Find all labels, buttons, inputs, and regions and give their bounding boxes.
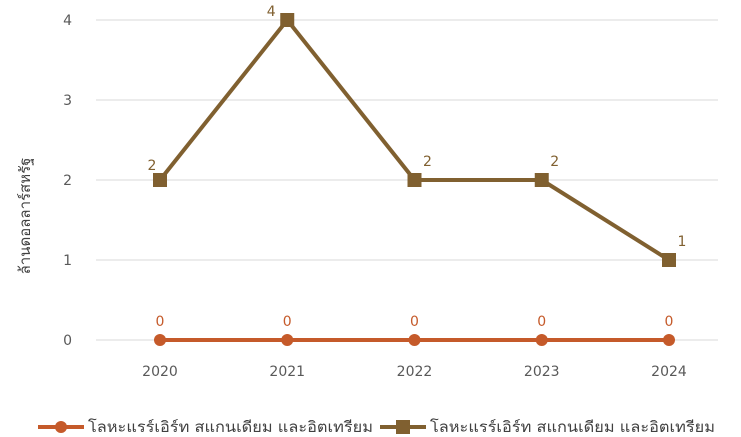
x-tick-label: 2024 <box>651 364 687 380</box>
x-tick-label: 2021 <box>269 364 305 380</box>
y-tick-label: 0 <box>63 333 72 349</box>
data-point <box>535 334 548 346</box>
gridlines <box>96 19 718 341</box>
data-point <box>663 334 675 346</box>
x-tick-label: 2023 <box>524 364 560 380</box>
legend-item-2: โลหะแรร์เอิร์ท สแกนเดียม และอิตเทรียม <box>380 418 715 436</box>
y-tick-label: 1 <box>63 253 72 269</box>
data-point <box>407 173 422 187</box>
y-axis-label: ล้านดอลลาร์สหรัฐ <box>16 158 34 275</box>
data-point <box>662 253 676 267</box>
legend-label: โลหะแรร์เอิร์ท สแกนเดียม และอิตเทรียม <box>88 418 373 436</box>
series-line <box>158 18 671 262</box>
data-point <box>534 173 549 187</box>
legend-item-1: โลหะแรร์เอิร์ท สแกนเดียม และอิตเทรียม <box>38 418 373 436</box>
data-point <box>153 173 167 187</box>
series-2: 2 4 2 2 1 <box>148 4 687 267</box>
y-tick-label: 3 <box>63 93 72 109</box>
data-label: 0 <box>283 314 292 330</box>
data-label: 0 <box>410 314 419 330</box>
x-tick-label: 2022 <box>397 364 433 380</box>
data-point <box>154 334 166 346</box>
x-tick-label: 2020 <box>142 364 178 380</box>
series-layer: 0 0 0 0 0 2 4 2 2 1 <box>148 4 687 346</box>
data-point <box>281 334 294 346</box>
legend-label: โลหะแรร์เอิร์ท สแกนเดียม และอิตเทรียม <box>430 418 715 436</box>
data-label: 0 <box>665 314 674 330</box>
x-axis-ticks: 2020 2021 2022 2023 2024 <box>142 364 687 380</box>
data-label: 2 <box>550 154 559 170</box>
data-label: 2 <box>423 154 432 170</box>
y-tick-label: 2 <box>63 173 72 189</box>
data-point <box>280 13 295 27</box>
y-tick-label: 4 <box>63 13 72 29</box>
data-label: 1 <box>678 234 687 250</box>
data-label: 2 <box>148 158 157 174</box>
data-label: 4 <box>267 4 276 20</box>
data-point <box>408 334 421 346</box>
series-1: 0 0 0 0 0 <box>154 314 675 346</box>
data-label: 0 <box>156 314 165 330</box>
data-label: 0 <box>537 314 546 330</box>
y-axis-ticks: 0 1 2 3 4 <box>63 13 72 349</box>
legend-marker <box>55 421 67 433</box>
legend-marker <box>396 420 410 434</box>
legend: โลหะแรร์เอิร์ท สแกนเดียม และอิตเทรียม โลห… <box>38 418 715 436</box>
